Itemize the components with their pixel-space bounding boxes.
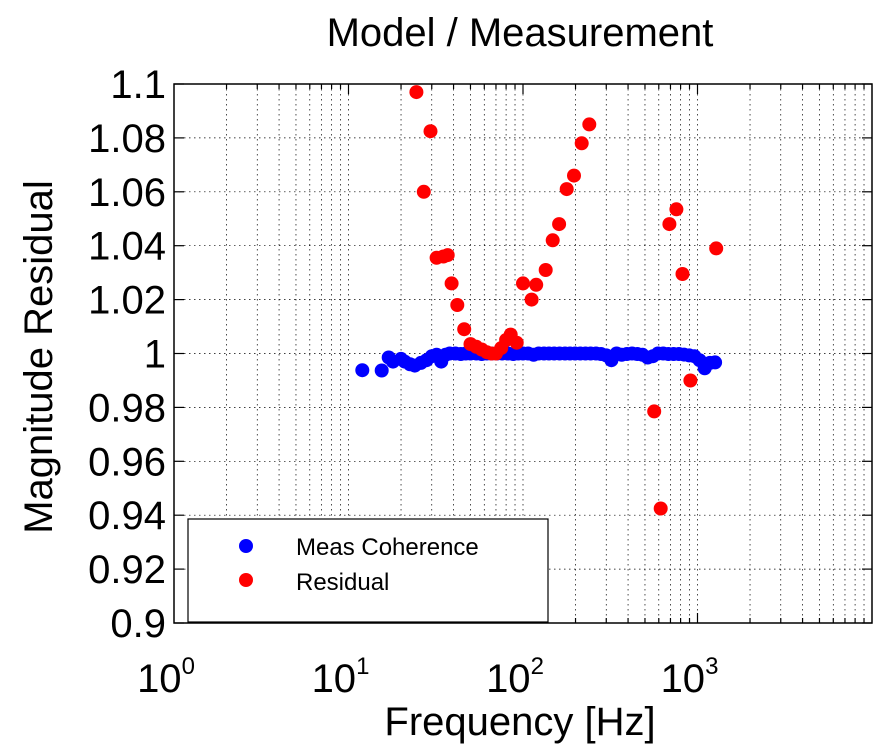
data-point xyxy=(444,276,459,291)
legend-marker-meas-coherence xyxy=(239,539,253,553)
x-tick-label: 102 xyxy=(486,653,544,701)
data-point xyxy=(545,233,560,248)
y-tick-label: 1.04 xyxy=(88,225,166,269)
data-point xyxy=(509,335,524,350)
y-tick-label: 0.98 xyxy=(88,386,166,430)
y-tick-labels: 0.9 0.92 0.94 0.96 0.98 1 1.02 1.04 1.06 1.08 1.1 xyxy=(88,63,166,646)
chart-title: Model / Measurement xyxy=(327,11,714,55)
data-point xyxy=(423,124,438,139)
legend-label-residual: Residual xyxy=(296,569,389,596)
legend-box xyxy=(187,518,549,623)
x-tick-exponent: 1 xyxy=(356,653,369,680)
x-tick-exponent: 0 xyxy=(182,653,195,680)
data-point xyxy=(582,117,597,132)
x-tick-base: 10 xyxy=(486,657,531,701)
data-point xyxy=(457,322,472,337)
y-tick-label: 1.1 xyxy=(110,63,166,107)
data-point xyxy=(662,217,677,232)
data-point xyxy=(440,248,455,263)
legend: Meas Coherence Residual xyxy=(187,518,549,623)
y-tick-label: 0.96 xyxy=(88,440,166,484)
x-tick-base: 10 xyxy=(312,657,357,701)
y-tick-label: 1.08 xyxy=(88,117,166,161)
x-tick-labels: 100 101 102 103 xyxy=(137,653,718,701)
data-point xyxy=(675,267,690,281)
data-point xyxy=(708,355,723,370)
y-tick-label: 0.9 xyxy=(110,602,166,646)
y-tick-label: 1 xyxy=(144,333,166,377)
data-point xyxy=(355,363,370,378)
data-point xyxy=(416,184,431,199)
data-point xyxy=(529,277,544,292)
series-residual xyxy=(409,85,724,516)
data-point xyxy=(647,404,662,419)
legend-marker-residual xyxy=(239,573,253,587)
data-point xyxy=(559,182,574,197)
y-tick-label: 0.94 xyxy=(88,494,166,538)
data-point xyxy=(450,298,465,312)
data-point xyxy=(574,136,589,151)
x-axis-label: Frequency [Hz] xyxy=(384,700,655,744)
x-tick-base: 10 xyxy=(137,657,182,701)
data-point xyxy=(524,292,539,307)
x-tick-label: 100 xyxy=(137,653,195,701)
data-point xyxy=(669,202,684,217)
data-point xyxy=(653,501,668,516)
y-tick-label: 1.02 xyxy=(88,279,166,323)
y-axis-label: Magnitude Residual xyxy=(17,180,61,534)
data-points xyxy=(355,85,724,516)
y-tick-label: 0.92 xyxy=(88,548,166,592)
x-tick-base: 10 xyxy=(661,657,706,701)
data-point xyxy=(683,373,698,388)
x-tick-exponent: 3 xyxy=(705,653,718,680)
data-point xyxy=(538,263,553,277)
data-point xyxy=(709,241,724,256)
x-tick-label: 101 xyxy=(312,653,370,701)
legend-label-meas-coherence: Meas Coherence xyxy=(296,534,479,561)
data-point xyxy=(409,85,424,100)
data-point xyxy=(374,363,389,378)
y-tick-label: 1.06 xyxy=(88,171,166,215)
x-tick-exponent: 2 xyxy=(531,653,544,680)
data-point xyxy=(516,276,530,291)
data-point xyxy=(552,217,567,232)
x-tick-label: 103 xyxy=(661,653,719,701)
data-point xyxy=(567,168,581,183)
